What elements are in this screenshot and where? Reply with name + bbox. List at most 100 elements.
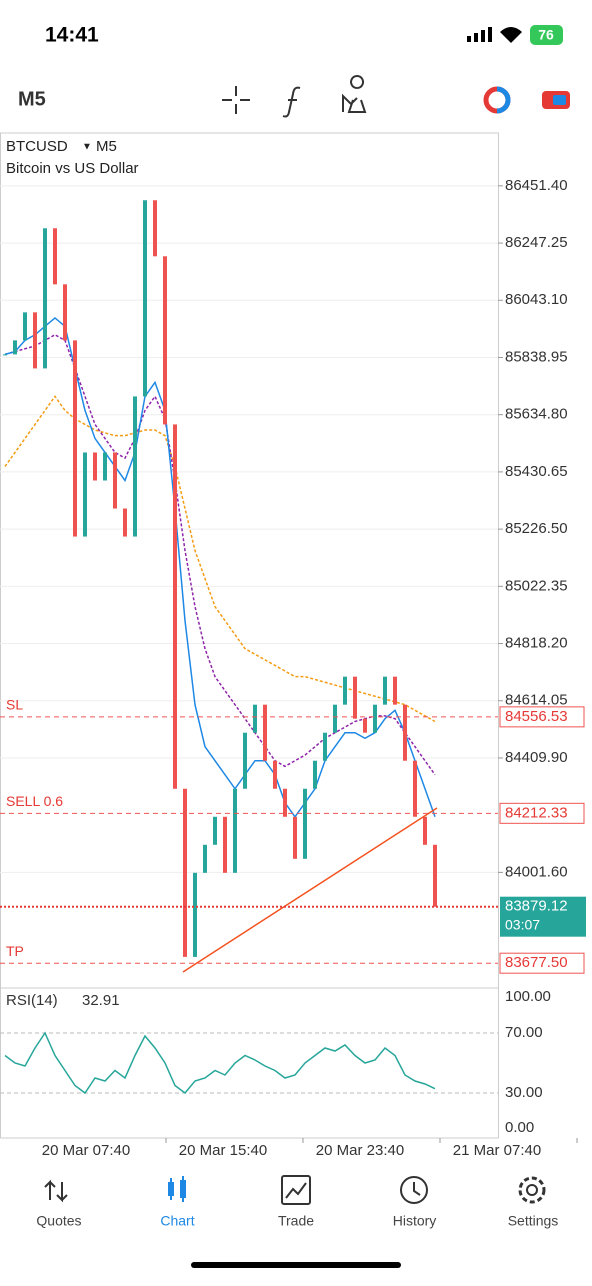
level-label: 84556.53	[505, 708, 568, 725]
moving-average	[4, 333, 436, 776]
level-name: SELL 0.6	[6, 793, 63, 809]
home-indicator	[191, 1262, 401, 1268]
icon-trade-part	[553, 95, 566, 105]
y-tick-label: 85226.50	[505, 520, 568, 537]
symbol-arrow: ▼	[82, 142, 92, 153]
rsi-tick-label: 0.00	[505, 1119, 534, 1136]
candle	[333, 704, 337, 733]
y-tick-label: 85022.35	[505, 577, 568, 594]
candle	[383, 676, 387, 705]
y-tick-label: 85634.80	[505, 406, 568, 423]
candle	[433, 844, 437, 907]
y-tick-label: 86451.40	[505, 177, 568, 194]
candle	[53, 228, 57, 285]
candle	[323, 732, 327, 761]
candle	[143, 200, 147, 397]
candle	[63, 284, 67, 341]
candle	[13, 340, 17, 355]
x-tick-label: 20 Mar 23:40	[316, 1142, 404, 1159]
candle	[213, 816, 217, 845]
tab-label[interactable]: Quotes	[36, 1213, 81, 1229]
candle	[23, 312, 27, 341]
candle	[413, 760, 417, 817]
y-tick-label: 84818.20	[505, 635, 568, 652]
candle	[273, 760, 277, 789]
candle	[103, 452, 107, 481]
symbol-timeframe: M5	[96, 138, 117, 155]
level-label: 83677.50	[505, 954, 568, 971]
battery: 76	[538, 27, 554, 43]
level-box	[499, 952, 585, 974]
candle	[33, 312, 37, 369]
level-name: SL	[6, 697, 23, 713]
current-price: 83879.12	[505, 898, 568, 915]
symbol-description: Bitcoin vs US Dollar	[6, 160, 139, 177]
tab-label[interactable]: Trade	[278, 1213, 314, 1229]
current-price-box	[500, 896, 586, 937]
status-time: 14:41	[45, 24, 99, 47]
y-tick-label: 86247.25	[505, 234, 568, 251]
candle	[173, 424, 177, 789]
candle	[43, 228, 47, 369]
tab-bar	[44, 1175, 546, 1205]
x-tick-label: 20 Mar 15:40	[179, 1142, 267, 1159]
candle	[253, 704, 257, 733]
candle	[263, 704, 267, 761]
y-tick-label: 85838.95	[505, 348, 568, 365]
rsi-line	[4, 1031, 436, 1095]
tab-label[interactable]: Chart	[160, 1213, 194, 1229]
candle	[223, 816, 227, 873]
candle	[393, 676, 397, 705]
candle	[353, 676, 357, 719]
icon-account-part	[496, 86, 511, 114]
candle	[363, 718, 367, 733]
chart-frame	[0, 132, 499, 1139]
candle	[313, 760, 317, 789]
candle	[203, 844, 207, 873]
y-tick-label: 84001.60	[505, 863, 568, 880]
candle	[123, 508, 127, 537]
candle	[193, 872, 197, 957]
rsi-tick-label: 30.00	[505, 1084, 543, 1101]
candle	[133, 396, 137, 537]
candle	[93, 452, 97, 481]
moving-average	[4, 395, 436, 723]
candle	[293, 816, 297, 859]
rsi-tick-label: 70.00	[505, 1024, 543, 1041]
candle	[153, 200, 157, 257]
x-tick-label: 21 Mar 07:40	[453, 1142, 541, 1159]
tab-label[interactable]: History	[393, 1213, 437, 1229]
rsi-tick-label: 100.00	[505, 988, 551, 1005]
candle	[183, 788, 187, 957]
rsi-value: 32.91	[82, 992, 120, 1009]
candle	[243, 732, 247, 789]
x-tick-label: 20 Mar 07:40	[42, 1142, 130, 1159]
y-tick-label: 85430.65	[505, 463, 568, 480]
candle	[113, 452, 117, 509]
countdown: 03:07	[505, 916, 540, 932]
symbol: BTCUSD	[6, 138, 68, 155]
rsi-name: RSI(14)	[6, 992, 58, 1009]
candle	[3, 354, 7, 356]
y-tick-label: 84409.90	[505, 749, 568, 766]
candle	[73, 340, 77, 537]
y-tick-label: 84614.05	[505, 692, 568, 709]
level-label: 84212.33	[505, 804, 568, 821]
candle	[83, 452, 87, 537]
candle	[283, 788, 287, 817]
candle	[403, 704, 407, 761]
level-box	[499, 706, 585, 728]
candle	[373, 704, 377, 733]
candle	[163, 256, 167, 425]
trend-line	[182, 807, 438, 973]
candle	[303, 788, 307, 859]
timeframe-button[interactable]: M5	[18, 88, 46, 110]
toolbar-icons[interactable]	[222, 75, 367, 118]
tab-label[interactable]: Settings	[508, 1213, 559, 1229]
candle	[423, 816, 427, 845]
level-name: TP	[6, 943, 24, 959]
y-tick-label: 86043.10	[505, 291, 568, 308]
candle	[343, 676, 347, 705]
